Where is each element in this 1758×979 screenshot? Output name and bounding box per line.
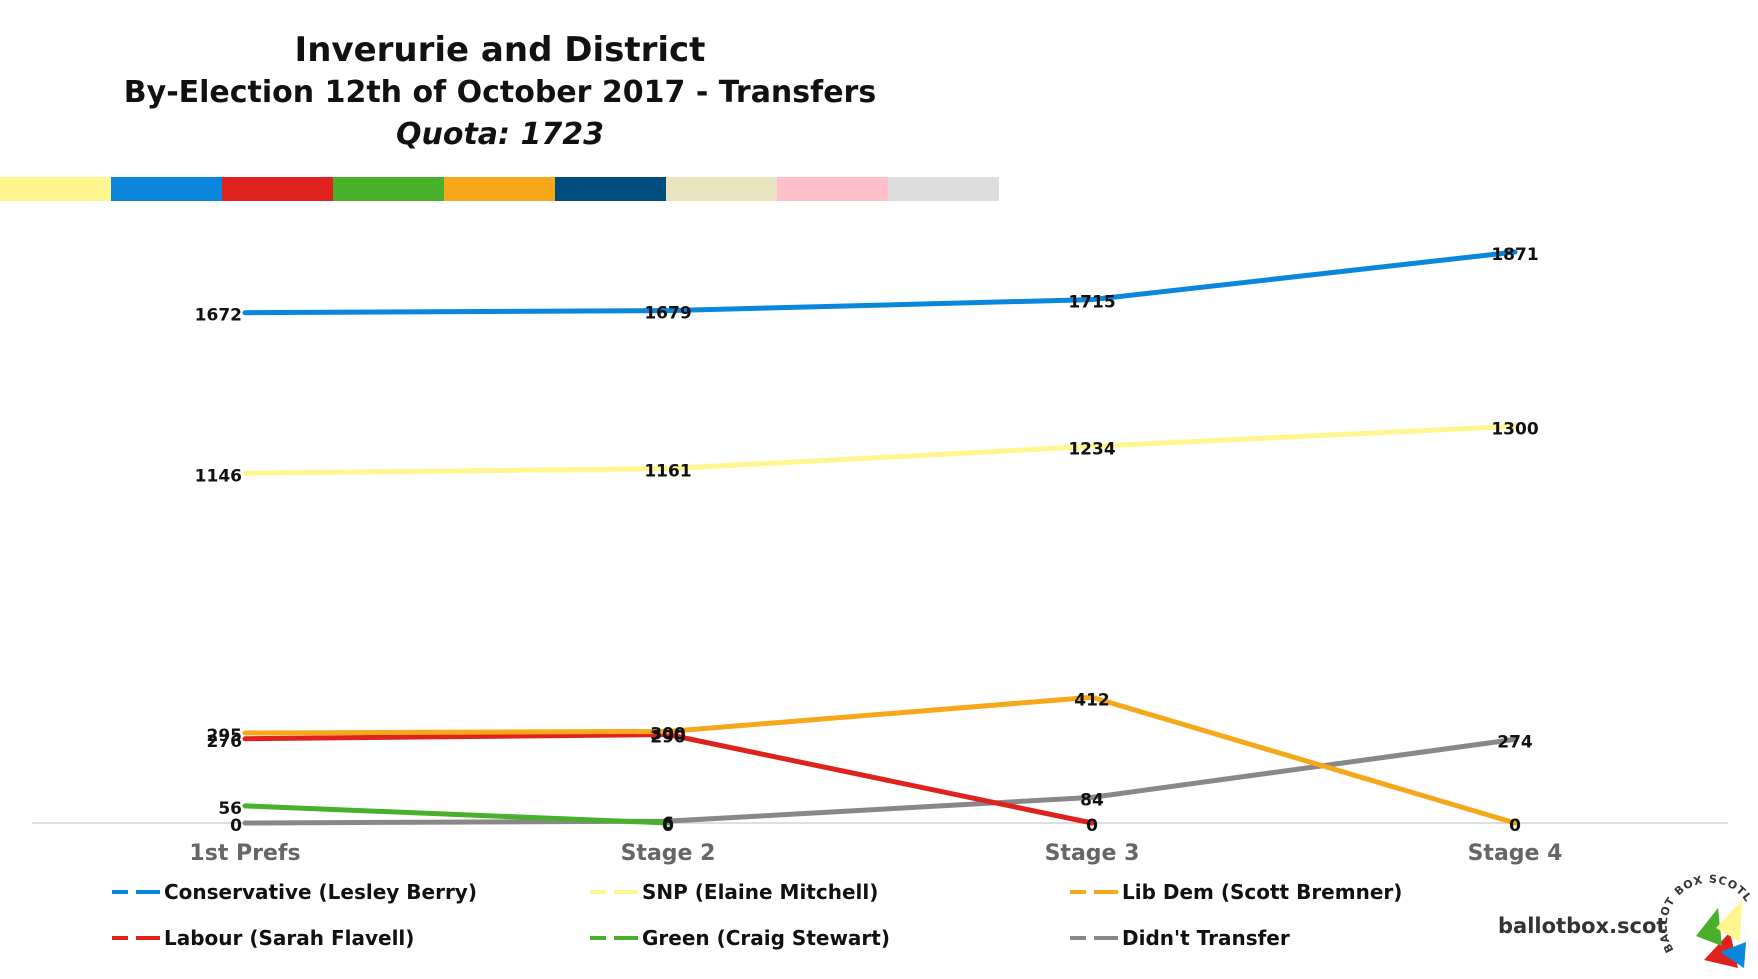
- data-label: 1672: [195, 306, 242, 326]
- legend-swatch: [590, 936, 638, 940]
- data-label: 1234: [1068, 439, 1115, 459]
- legend-swatch: [1070, 890, 1118, 894]
- data-label: 1715: [1068, 293, 1115, 313]
- color-swatch: [888, 177, 999, 201]
- chart-title-block: Inverurie and District By-Election 12th …: [0, 28, 1000, 156]
- chart-title: Inverurie and District: [294, 30, 706, 70]
- ballot-box-scotland-logo: BALLOT BOX SCOTLAND: [1660, 872, 1754, 968]
- color-swatch: [333, 177, 444, 201]
- legend-swatch: [112, 936, 160, 940]
- x-tick-label: Stage 2: [621, 841, 716, 866]
- color-swatch: [222, 177, 333, 201]
- legend-label: Conservative (Lesley Berry): [164, 880, 477, 904]
- x-tick-label: Stage 3: [1045, 841, 1140, 866]
- data-label: 0: [662, 816, 674, 836]
- series-line: [242, 803, 671, 826]
- x-tick-label: Stage 4: [1468, 841, 1563, 866]
- color-swatch: [666, 177, 777, 201]
- series-line: [242, 694, 1518, 826]
- data-label: 412: [1074, 690, 1110, 710]
- legend-label: Didn't Transfer: [1122, 926, 1290, 950]
- transfers-line-chart: 1st Prefs Stage 2 Stage 3 Stage 4 1672 1679 17…: [32, 245, 1728, 866]
- series-line: [242, 249, 1518, 316]
- data-label: 0: [1086, 816, 1098, 836]
- chart-subtitle: By-Election 12th of October 2017 - Trans…: [123, 75, 877, 110]
- quota-label: Quota: 1723: [396, 117, 604, 152]
- legend-label: Lib Dem (Scott Bremner): [1122, 880, 1403, 904]
- legend-item: Conservative (Lesley Berry): [112, 880, 477, 904]
- x-tick-label: 1st Prefs: [189, 841, 300, 866]
- data-label: 84: [1080, 790, 1104, 810]
- legend-swatch: [590, 890, 638, 894]
- color-swatch: [0, 177, 111, 201]
- data-label: 274: [1497, 732, 1533, 752]
- data-label: 1300: [1491, 419, 1538, 439]
- party-color-strip: [0, 177, 999, 201]
- data-label: 1146: [195, 466, 242, 486]
- legend-label: Labour (Sarah Flavell): [164, 926, 415, 950]
- data-label: 0: [230, 816, 242, 836]
- data-label: 276: [207, 732, 243, 752]
- data-label: 6: [662, 814, 674, 834]
- data-label: 295: [207, 726, 243, 746]
- legend-item: SNP (Elaine Mitchell): [590, 880, 878, 904]
- legend-swatch: [1070, 936, 1118, 940]
- series-line: [242, 423, 1518, 476]
- data-label: 1679: [644, 304, 691, 324]
- data-label: 300: [650, 724, 686, 744]
- legend-swatch: [112, 890, 160, 894]
- color-swatch: [777, 177, 888, 201]
- data-label: 0: [1509, 816, 1521, 836]
- legend-item: Didn't Transfer: [1070, 926, 1290, 950]
- legend-item: Labour (Sarah Flavell): [112, 926, 414, 950]
- color-swatch: [555, 177, 666, 201]
- legend-label: SNP (Elaine Mitchell): [642, 880, 879, 904]
- data-label: 1161: [644, 462, 691, 482]
- color-swatch: [444, 177, 555, 201]
- legend-item: Green (Craig Stewart): [590, 926, 890, 950]
- series-line: [242, 736, 1518, 826]
- data-label: 290: [650, 727, 686, 747]
- legend-label: Green (Craig Stewart): [642, 926, 890, 950]
- color-swatch: [111, 177, 222, 201]
- series-line: [242, 731, 1095, 826]
- brand-label: ballotbox.scot: [1498, 914, 1667, 938]
- data-label: 56: [218, 799, 242, 819]
- data-label: 1871: [1491, 245, 1538, 265]
- legend-item: Lib Dem (Scott Bremner): [1070, 880, 1402, 904]
